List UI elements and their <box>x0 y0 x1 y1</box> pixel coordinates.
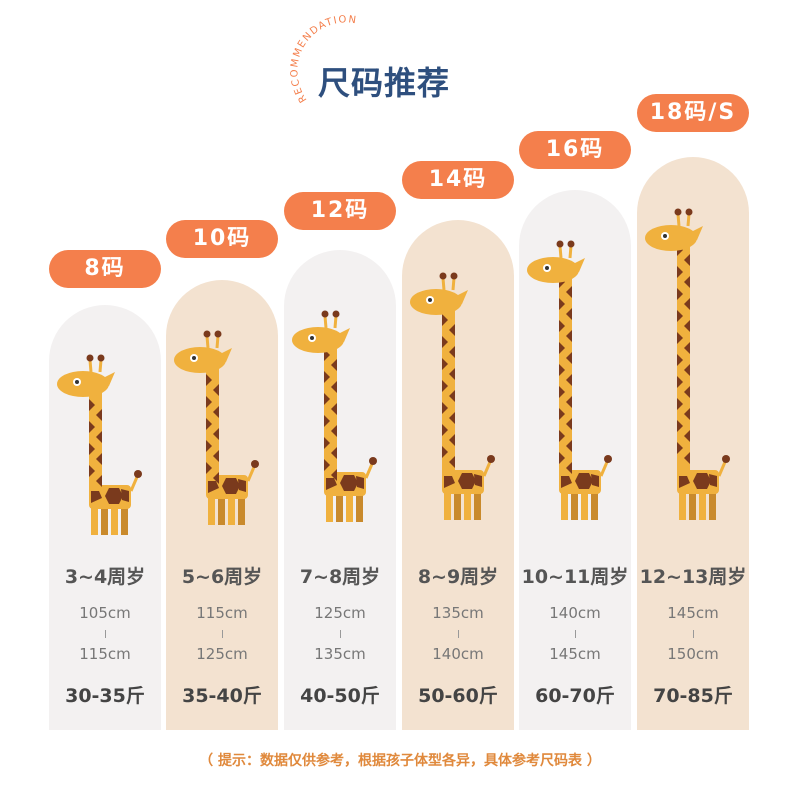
age-range: 3~4周岁 <box>64 566 146 588</box>
height-separator <box>458 630 459 638</box>
giraffe-icon <box>645 208 730 520</box>
age-range: 10~11周岁 <box>521 566 629 588</box>
height-max: 115cm <box>79 645 131 663</box>
height-separator <box>222 630 223 638</box>
height-min: 115cm <box>196 604 248 622</box>
height-separator <box>105 630 106 638</box>
height-separator <box>575 630 576 638</box>
giraffe-icon <box>292 310 377 522</box>
height-min: 125cm <box>314 604 366 622</box>
height-min: 140cm <box>549 604 601 622</box>
giraffe-icon <box>527 240 612 520</box>
height-max: 150cm <box>667 645 719 663</box>
age-range: 8~9周岁 <box>417 566 499 588</box>
height-max: 140cm <box>432 645 484 663</box>
recommendation-arc-text: RECOMMENDATION <box>289 14 356 104</box>
weight-range: 60-70斤 <box>535 685 615 707</box>
height-min: 105cm <box>79 604 131 622</box>
age-range: 5~6周岁 <box>181 566 263 588</box>
size-badge: 16码 <box>519 131 631 169</box>
height-separator <box>340 630 341 638</box>
size-badge: 12码 <box>284 192 396 230</box>
size-badge: 14码 <box>402 161 514 199</box>
age-range: 7~8周岁 <box>299 566 381 588</box>
weight-range: 40-50斤 <box>300 685 380 707</box>
weight-range: 70-85斤 <box>653 685 733 707</box>
height-min: 145cm <box>667 604 719 622</box>
giraffe-icon <box>57 354 142 535</box>
giraffe-icon <box>410 272 495 520</box>
footer-note: （ 提示：数据仅供参考，根据孩子体型各异，具体参考尺码表 ） <box>199 753 601 769</box>
height-max: 145cm <box>549 645 601 663</box>
height-min: 135cm <box>432 604 484 622</box>
size-badge: 18码/S <box>637 94 749 132</box>
age-range: 12~13周岁 <box>639 566 747 588</box>
size-badge: 10码 <box>166 220 278 258</box>
weight-range: 30-35斤 <box>65 685 145 707</box>
height-max: 135cm <box>314 645 366 663</box>
weight-range: 50-60斤 <box>418 685 498 707</box>
weight-range: 35-40斤 <box>182 685 262 707</box>
giraffe-icon <box>174 330 259 525</box>
page-title: 尺码推荐 <box>318 64 451 102</box>
size-badge: 8码 <box>49 250 161 288</box>
height-separator <box>693 630 694 638</box>
height-max: 125cm <box>196 645 248 663</box>
